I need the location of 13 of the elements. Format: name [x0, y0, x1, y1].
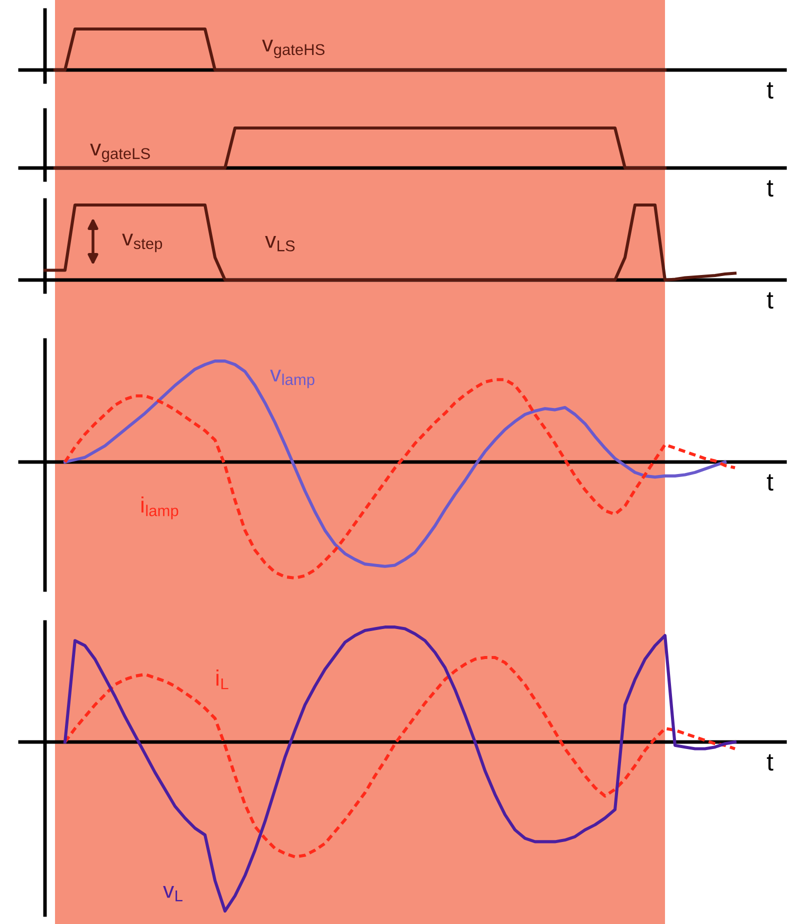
x-axis-title: t [766, 292, 774, 309]
text: i$_{lamp}$ [141, 496, 178, 520]
x-axis-title: t [766, 180, 774, 197]
series-label: i$_{L}$ [216, 670, 228, 690]
x-axis-title: t [766, 754, 774, 771]
x-axis-title: t [766, 474, 774, 491]
annotation: v$_{step}$ [122, 234, 162, 252]
series-label: v$_{L}$ [163, 886, 182, 902]
series-label: v$_{lamp}$ [270, 370, 314, 388]
x-axis-title: t [766, 82, 774, 99]
series-label: v$_{gateLS}$ [90, 144, 150, 162]
series-label: v$_{gateHS}$ [262, 40, 324, 58]
series-label: v$_{LS}$ [265, 236, 295, 252]
